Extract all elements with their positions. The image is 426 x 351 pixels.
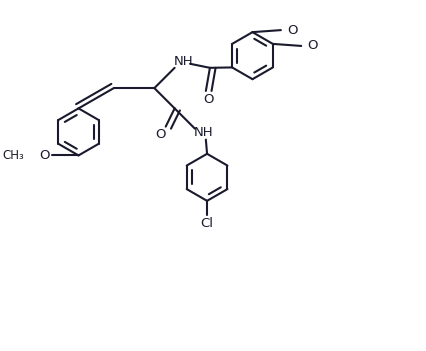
Text: O: O [204,93,214,106]
Text: CH₃: CH₃ [3,149,25,162]
Text: O: O [307,39,318,52]
Text: O: O [287,24,297,37]
Text: NH: NH [174,55,193,68]
Text: Cl: Cl [201,217,213,230]
Text: NH: NH [194,126,213,139]
Text: O: O [155,128,166,141]
Text: O: O [40,149,50,162]
